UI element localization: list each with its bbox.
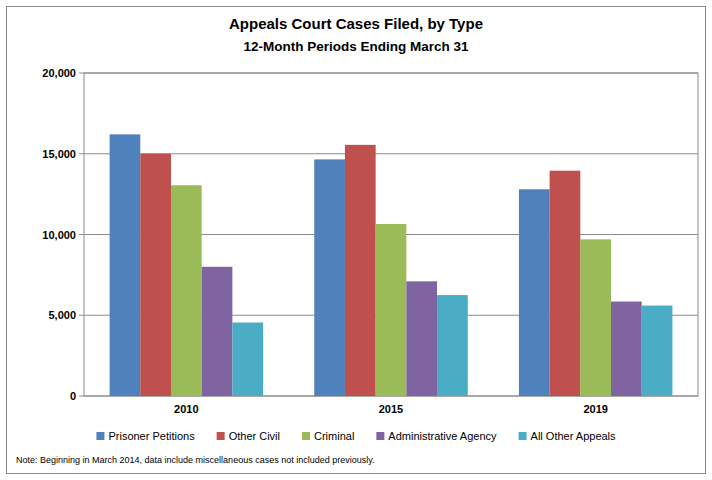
bar (376, 224, 407, 396)
tick-label: 20,000 (42, 67, 76, 79)
tick-mark (79, 153, 84, 154)
legend-label: Other Civil (229, 430, 280, 442)
bar (611, 302, 642, 396)
legend-label: Criminal (314, 430, 354, 442)
tick-label: 10,000 (42, 229, 76, 241)
legend-label: Administrative Agency (388, 430, 497, 442)
bar (202, 267, 233, 396)
legend-label: All Other Appeals (531, 430, 616, 442)
tick-label: 0 (70, 390, 76, 402)
legend-swatch (217, 432, 225, 440)
bar (314, 159, 345, 396)
bar (406, 281, 437, 396)
title: Appeals Court Cases Filed, by Type (229, 15, 483, 32)
bar (550, 171, 581, 396)
tick-mark (79, 396, 84, 397)
bar (140, 154, 171, 396)
tick-mark (79, 73, 84, 74)
grid-line (84, 153, 698, 154)
bar (171, 185, 202, 396)
bar (519, 189, 550, 396)
legend-swatch (96, 432, 104, 440)
chart-border (7, 7, 706, 474)
tick-mark (79, 234, 84, 235)
bars (110, 134, 673, 396)
note: Note: Beginning in March 2014, data incl… (16, 455, 375, 465)
category-label: 2010 (174, 403, 198, 415)
bar (345, 145, 376, 396)
tick-label: 15,000 (42, 148, 76, 160)
bar (110, 134, 141, 396)
legend-swatch (376, 432, 384, 440)
legend-label: Prisoner Petitions (108, 430, 195, 442)
category-label: 2015 (379, 403, 403, 415)
plot-frame (84, 73, 698, 396)
subtitle: 12-Month Periods Ending March 31 (243, 39, 469, 54)
tick-label: 5,000 (48, 309, 76, 321)
bar (642, 306, 673, 396)
bar (437, 295, 468, 396)
grid (79, 73, 698, 396)
legend-swatch (519, 432, 527, 440)
category-label: 2019 (583, 403, 607, 415)
chart: Appeals Court Cases Filed, by Type 12-Mon… (0, 0, 712, 480)
bar (232, 323, 263, 396)
legend-swatch (302, 432, 310, 440)
tick-mark (79, 315, 84, 316)
bar (580, 239, 611, 396)
legend: Prisoner Petitions Other Civil Criminal Adm… (96, 430, 616, 442)
